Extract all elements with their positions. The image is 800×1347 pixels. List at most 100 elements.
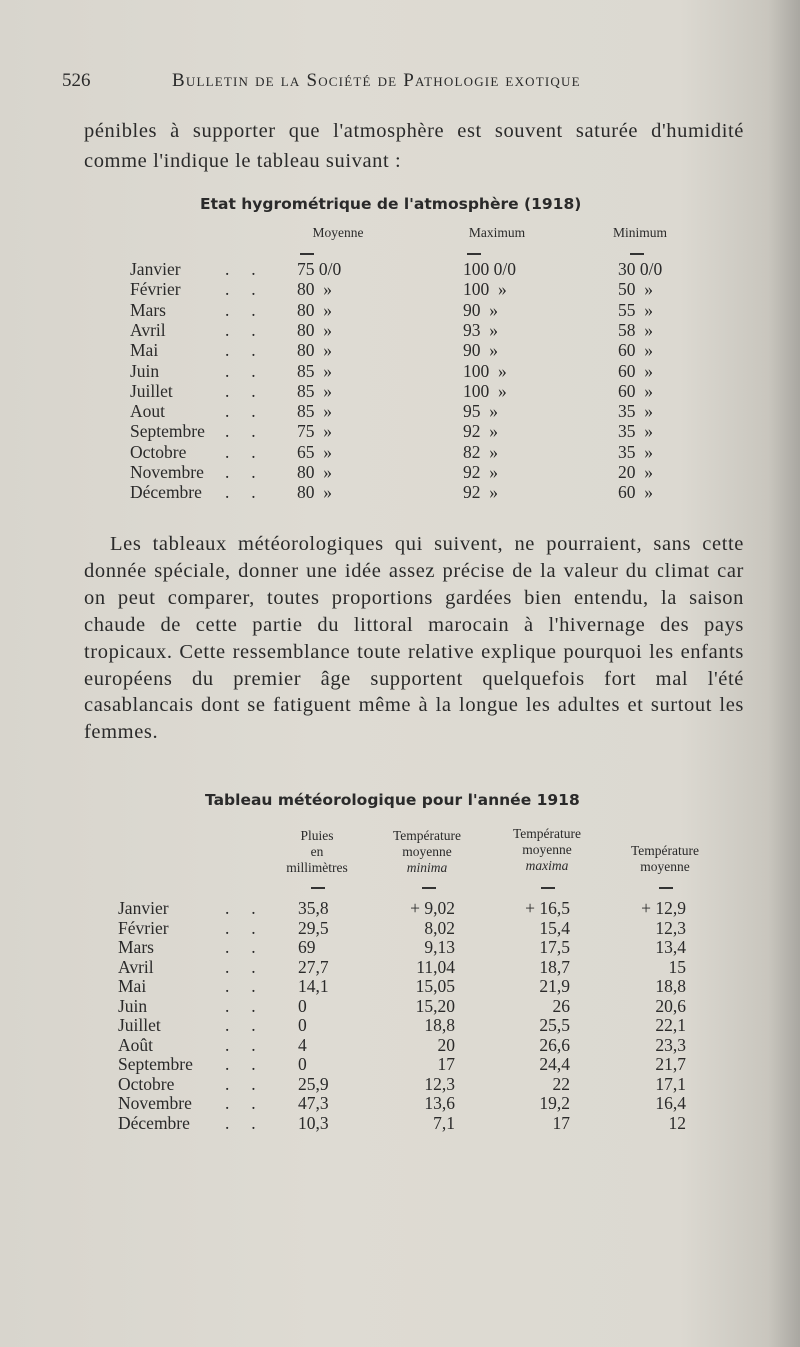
header-line: millimètres <box>286 860 348 875</box>
divider <box>659 887 673 889</box>
header-line: minima <box>406 860 448 875</box>
cell-tmax: 15,4 <box>539 917 570 938</box>
table-row: Octobre . . 65 » 82 » 35 » <box>0 442 800 462</box>
cell-pluies: 69 <box>298 937 316 957</box>
cell-maximum: 100 0/0 <box>463 259 516 279</box>
cell-tmoy: 12,3 <box>655 917 686 938</box>
cell-tmoy: 22,1 <box>655 1015 686 1035</box>
cell-maximum: 93 » <box>463 319 498 340</box>
cell-pluies: 0 <box>298 1054 307 1074</box>
table-row: Mai . . 80 » 90 » 60 » <box>0 340 800 360</box>
cell-moyenne: 85 » <box>297 401 332 422</box>
leader-dots: . . <box>225 976 256 996</box>
cell-tmin: 11,04 <box>416 956 455 977</box>
month-label: Janvier <box>130 259 181 279</box>
table-row: Juillet . . 0 18,8 25,5 22,1 <box>0 1015 800 1035</box>
cell-maximum: 100 » <box>463 380 507 401</box>
cell-minimum: 60 » <box>618 482 653 503</box>
leader-dots: . . <box>225 441 256 462</box>
cell-moyenne: 85 » <box>297 380 332 401</box>
cell-minimum: 60 » <box>618 340 653 361</box>
cell-tmoy: 13,4 <box>655 937 686 957</box>
month-label: Aout <box>130 401 165 422</box>
cell-minimum: 35 » <box>618 401 653 422</box>
cell-moyenne: 80 » <box>297 279 332 300</box>
table-row: Aout . . 85 » 95 » 35 » <box>0 401 800 421</box>
column-header-tmoy: Température moyenne <box>610 843 720 875</box>
cell-maximum: 90 » <box>463 299 498 320</box>
cell-maximum: 90 » <box>463 340 498 361</box>
cell-moyenne: 80 » <box>297 482 332 503</box>
cell-moyenne: 65 » <box>297 441 332 462</box>
cell-moyenne: 85 » <box>297 360 332 381</box>
cell-tmax: 24,4 <box>539 1054 570 1074</box>
cell-moyenne: 75 0/0 <box>297 259 342 279</box>
cell-tmax: 19,2 <box>539 1093 570 1113</box>
table-row: Septembre . . 75 » 92 » 35 » <box>0 421 800 441</box>
cell-tmax: 26,6 <box>539 1034 570 1055</box>
cell-tmax: 21,9 <box>539 976 570 996</box>
cell-tmoy: 18,8 <box>655 976 686 996</box>
divider <box>467 253 481 255</box>
cell-tmin: 7,1 <box>433 1112 455 1133</box>
leader-dots: . . <box>225 1054 256 1074</box>
column-header-rain: Pluies en millimètres <box>262 828 372 876</box>
cell-moyenne: 80 » <box>297 340 332 361</box>
cell-minimum: 35 » <box>618 441 653 462</box>
month-label: Novembre <box>130 462 204 482</box>
month-label: Octobre <box>118 1073 175 1094</box>
table-row: Avril . . 27,7 11,04 18,7 15 <box>0 957 800 977</box>
cell-tmin: 15,05 <box>415 976 455 996</box>
header-line: Température <box>392 828 461 843</box>
month-label: Mai <box>130 340 159 361</box>
cell-tmax: 25,5 <box>539 1015 570 1035</box>
leader-dots: . . <box>225 1093 256 1113</box>
column-header: Maximum <box>468 225 526 240</box>
cell-maximum: 92 » <box>463 421 498 442</box>
cell-moyenne: 80 » <box>297 319 332 340</box>
table-row: Mars . . 80 » 90 » 55 » <box>0 300 800 320</box>
cell-maximum: 92 » <box>463 482 498 503</box>
table-row: Décembre . . 10,3 7,1 17 12 <box>0 1113 800 1133</box>
cell-tmoy: 20,6 <box>655 995 686 1016</box>
month-label: Décembre <box>130 482 202 503</box>
cell-tmoy: 12 <box>668 1112 687 1133</box>
month-label: Juin <box>118 995 148 1016</box>
month-label: Février <box>118 917 169 938</box>
cell-minimum: 60 » <box>618 360 653 381</box>
month-label: Juin <box>130 360 160 381</box>
table-row: Mars . . 69 9,13 17,5 13,4 <box>0 937 800 957</box>
month-label: Mars <box>118 937 154 957</box>
table-row: Novembre . . 80 » 92 » 20 » <box>0 462 800 482</box>
month-label: Octobre <box>130 441 187 462</box>
cell-tmoy: + 12,9 <box>641 898 686 918</box>
table-row: Juillet . . 85 » 100 » 60 » <box>0 381 800 401</box>
header-line: Température <box>630 843 699 858</box>
paragraph: pénibles à supporter que l'atmosphère es… <box>84 120 744 172</box>
leader-dots: . . <box>225 401 256 422</box>
table-title: Etat hygrométrique de l'atmosphère (1918… <box>200 195 582 213</box>
month-label: Décembre <box>118 1112 190 1133</box>
cell-tmin: 20 <box>437 1034 456 1055</box>
cell-tmax: 17,5 <box>539 937 570 957</box>
month-label: Juillet <box>118 1015 161 1035</box>
leader-dots: . . <box>225 299 256 320</box>
cell-minimum: 35 » <box>618 421 653 442</box>
leader-dots: . . <box>225 421 256 442</box>
month-label: Mai <box>118 976 147 996</box>
month-label: Novembre <box>118 1093 192 1113</box>
leader-dots: . . <box>225 1073 256 1094</box>
header-line: Température <box>512 826 581 841</box>
cell-pluies: 0 <box>298 1015 307 1035</box>
cell-minimum: 55 » <box>618 299 653 320</box>
month-label: Avril <box>118 956 154 977</box>
month-label: Mars <box>130 299 166 320</box>
cell-moyenne: 80 » <box>297 299 332 320</box>
cell-pluies: 4 <box>298 1034 307 1055</box>
leader-dots: . . <box>225 482 256 503</box>
cell-tmin: 9,13 <box>424 937 455 957</box>
cell-pluies: 27,7 <box>298 956 329 977</box>
table-row: Septembre . . 0 17 24,4 21,7 <box>0 1054 800 1074</box>
column-header-tmax: Température moyenne maxima <box>492 826 602 874</box>
leader-dots: . . <box>225 319 256 340</box>
